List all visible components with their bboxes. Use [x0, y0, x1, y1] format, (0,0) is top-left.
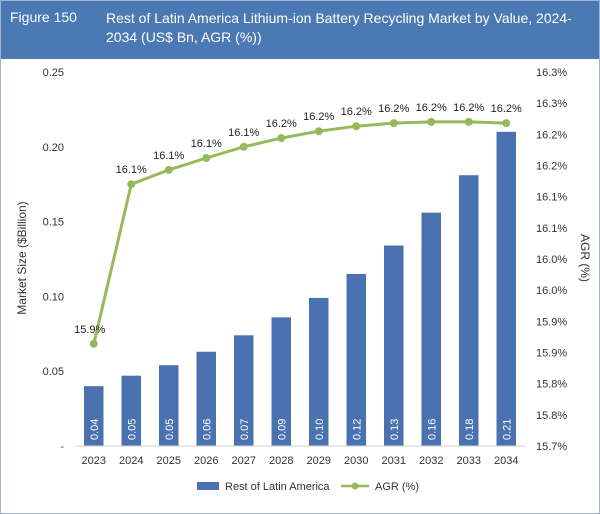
bar-2024: [121, 375, 141, 446]
agr-point-2033: [464, 117, 473, 126]
bar-label-2027: 0.07: [239, 419, 251, 440]
x-tick-2030: 2030: [344, 455, 368, 467]
agr-line-series: [89, 117, 511, 348]
agr-point-2027: [239, 142, 248, 151]
bar-label-2034: 0.21: [501, 419, 513, 440]
x-tick-2025: 2025: [157, 455, 181, 467]
bar-2033: [459, 175, 479, 446]
agr-label-2034: 16.2%: [491, 103, 522, 115]
bar-2031: [384, 245, 404, 446]
x-axis-ticks: 2023 2024 2025 2026 2027 2028 2029 2030 2031 2032…: [82, 455, 519, 467]
agr-label-2024: 16.1%: [116, 164, 147, 176]
right-tick-label: 15.8%: [536, 410, 567, 422]
bar-2034: [496, 131, 516, 446]
bar-label-2029: 0.10: [314, 419, 326, 440]
x-tick-2028: 2028: [269, 455, 293, 467]
right-tick-label: 16.2%: [536, 161, 567, 173]
x-tick-2027: 2027: [232, 455, 256, 467]
figure-label: Figure 150: [10, 9, 77, 25]
legend-label-bar: Rest of Latin America: [225, 481, 330, 493]
x-tick-2032: 2032: [419, 455, 443, 467]
agr-label-2025: 16.1%: [153, 150, 184, 162]
bar-label-2030: 0.12: [351, 419, 363, 440]
figure-title: Rest of Latin America Lithium-ion Batter…: [106, 10, 572, 45]
right-tick-label: 15.7%: [536, 441, 567, 453]
x-tick-2029: 2029: [307, 455, 331, 467]
bar-label-2025: 0.05: [164, 419, 176, 440]
agr-point-2032: [427, 117, 436, 126]
agr-line: [92, 120, 507, 345]
left-tick-label: -: [60, 441, 64, 453]
bar-label-2028: 0.09: [276, 419, 288, 440]
left-axis-title: Market Size ($Billion): [15, 201, 29, 314]
x-tick-2034: 2034: [494, 455, 518, 467]
agr-label-2033: 16.2%: [453, 102, 484, 114]
agr-point-2024: [127, 180, 136, 189]
x-tick-2023: 2023: [82, 455, 106, 467]
bar-data-labels: 0.04 0.05 0.05 0.06 0.07 0.09 0.10 0.12 0.13 0.16…: [89, 419, 514, 440]
right-tick-label: 15.9%: [536, 348, 567, 360]
right-tick-label: 16.3%: [536, 67, 567, 79]
legend-label-line: AGR (%): [375, 481, 419, 493]
agr-point-2034: [502, 119, 511, 128]
bar-label-2026: 0.06: [201, 419, 213, 440]
bar-series: [84, 131, 516, 446]
right-tick-label: 16.3%: [536, 98, 567, 110]
bar-label-2031: 0.13: [389, 419, 401, 440]
right-tick-label: 15.9%: [536, 316, 567, 328]
agr-point-2026: [202, 154, 211, 163]
x-tick-2031: 2031: [382, 455, 406, 467]
bar-label-2023: 0.04: [89, 419, 101, 440]
bar-label-2032: 0.16: [426, 419, 438, 440]
bar-label-2024: 0.05: [126, 419, 138, 440]
agr-point-2025: [164, 165, 173, 174]
bar-label-2033: 0.18: [464, 419, 476, 440]
right-tick-label: 16.0%: [536, 285, 567, 297]
legend-swatch-marker: [351, 482, 359, 490]
bar-2026: [196, 351, 216, 446]
agr-label-2032: 16.2%: [416, 102, 447, 114]
left-tick-label: 0.15: [43, 217, 64, 229]
agr-point-2028: [277, 134, 286, 143]
x-tick-2024: 2024: [119, 455, 143, 467]
left-axis-ticks: - 0.05 0.10 0.15 0.20 0.25: [43, 67, 65, 453]
left-tick-label: 0.20: [43, 142, 64, 154]
right-axis-ticks: 15.7% 15.8% 15.8% 15.9% 15.9% 16.0% 16.0% 16.1%…: [536, 67, 567, 453]
right-tick-label: 16.1%: [536, 223, 567, 235]
agr-data-labels: 15.9% 16.1% 16.1% 16.1% 16.1% 16.2% 16.2% 16.2%…: [74, 102, 522, 336]
agr-label-2023: 15.9%: [74, 324, 105, 336]
legend-swatch-bar: [197, 482, 219, 490]
right-axis-title: AGR (%): [578, 234, 592, 282]
bar-2023: [84, 386, 104, 446]
right-tick-label: 16.0%: [536, 254, 567, 266]
agr-label-2027: 16.1%: [228, 127, 259, 139]
x-tick-2026: 2026: [194, 455, 218, 467]
left-tick-label: 0.25: [43, 67, 64, 79]
agr-point-2031: [389, 119, 398, 128]
agr-label-2029: 16.2%: [303, 111, 334, 123]
bar-2028: [271, 317, 291, 446]
left-tick-label: 0.10: [43, 291, 64, 303]
bar-2032: [421, 212, 441, 446]
agr-point-2030: [352, 122, 361, 131]
figure-header: Figure 150 Rest of Latin America Lithium…: [1, 1, 599, 59]
agr-label-2031: 16.2%: [378, 103, 409, 115]
bar-2025: [159, 365, 179, 446]
bar-2030: [346, 273, 366, 446]
agr-point-2023: [89, 339, 98, 348]
x-tick-2033: 2033: [457, 455, 481, 467]
left-tick-label: 0.05: [43, 366, 64, 378]
right-tick-label: 16.2%: [536, 129, 567, 141]
agr-label-2026: 16.1%: [191, 138, 222, 150]
right-tick-label: 16.1%: [536, 192, 567, 204]
agr-point-2029: [314, 127, 323, 136]
bar-2027: [234, 335, 254, 446]
agr-label-2028: 16.2%: [266, 118, 297, 130]
bar-2029: [309, 297, 329, 446]
agr-label-2030: 16.2%: [341, 106, 372, 118]
legend: Rest of Latin America AGR (%): [197, 481, 419, 493]
right-tick-label: 15.8%: [536, 379, 567, 391]
